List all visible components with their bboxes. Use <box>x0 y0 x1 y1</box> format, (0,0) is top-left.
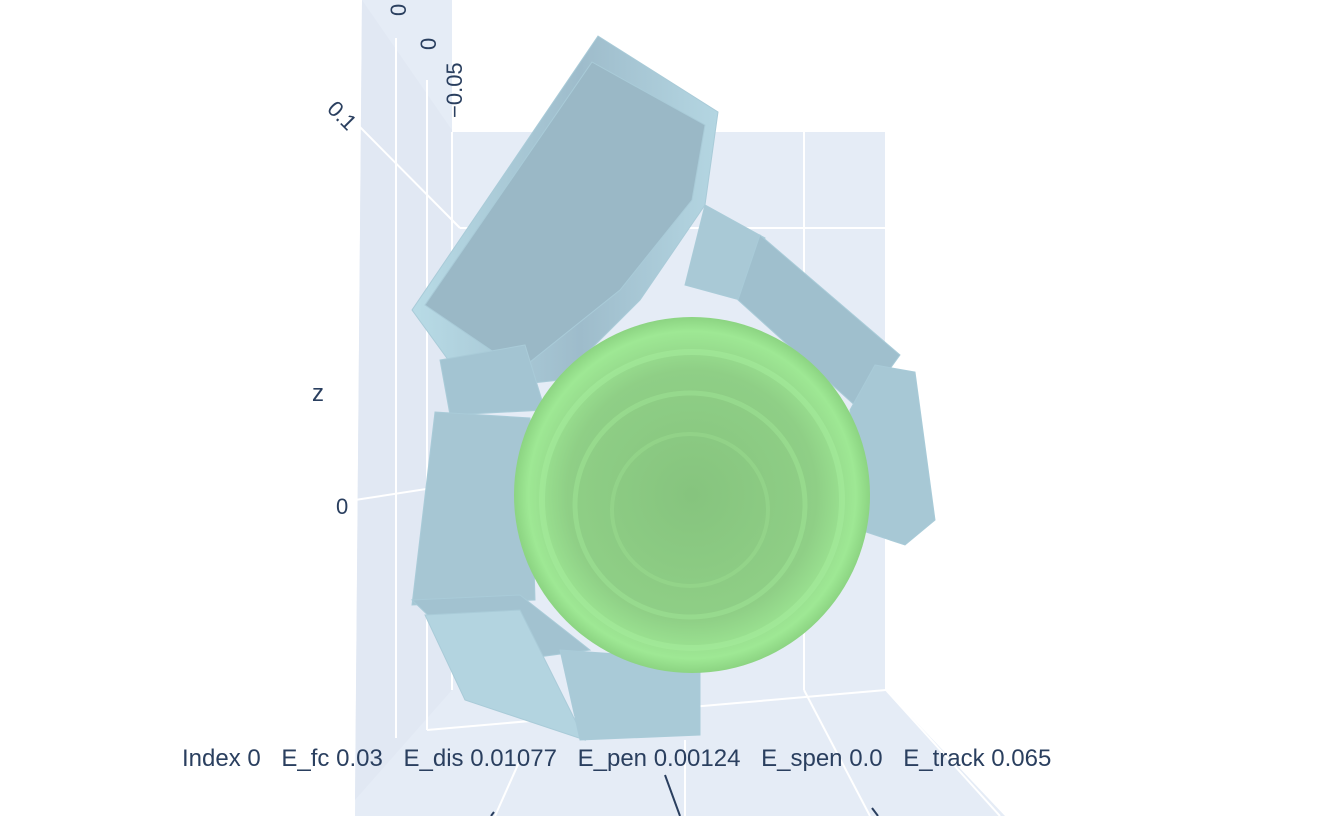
object-sphere <box>514 317 870 673</box>
x-tick-label: 0 <box>416 38 441 50</box>
e-track-label: E_track 0.065 <box>903 745 1052 772</box>
e-dis-label: E_dis 0.01077 <box>403 745 557 772</box>
axis-leader <box>664 774 681 816</box>
object-ring-1 <box>539 349 845 651</box>
z-tick-label: 0 <box>336 494 348 519</box>
axis-leader <box>490 811 495 816</box>
e-fc-label: E_fc 0.03 <box>281 745 383 772</box>
object-ring-3 <box>610 432 770 588</box>
palm-face <box>424 61 706 371</box>
index-label: Index 0 <box>182 745 261 772</box>
finger-mid-2 <box>411 411 536 606</box>
x-tick-label: −0.05 <box>442 62 467 118</box>
e-pen-label: E_pen 0.00124 <box>577 745 741 772</box>
axis-leader <box>871 807 879 816</box>
x-axis-ticks: −0.05 0 0 <box>386 4 467 118</box>
side-wall-plane <box>355 0 452 800</box>
z-axis-ticks: 0.1 0 <box>322 96 361 519</box>
hand-mesh <box>410 35 936 741</box>
e-spen-label: E_spen 0.0 <box>761 745 883 772</box>
energy-annotation: Index 0 E_fc 0.03 E_dis 0.01077 E_pen 0.… <box>182 742 1182 776</box>
thumb-tip <box>849 364 936 546</box>
object-mesh <box>514 317 870 673</box>
x-tick-label: 0 <box>386 4 411 16</box>
z-axis-title: z <box>312 380 324 407</box>
object-ring-2 <box>572 390 808 620</box>
z-tick-label: 0.1 <box>322 96 361 135</box>
